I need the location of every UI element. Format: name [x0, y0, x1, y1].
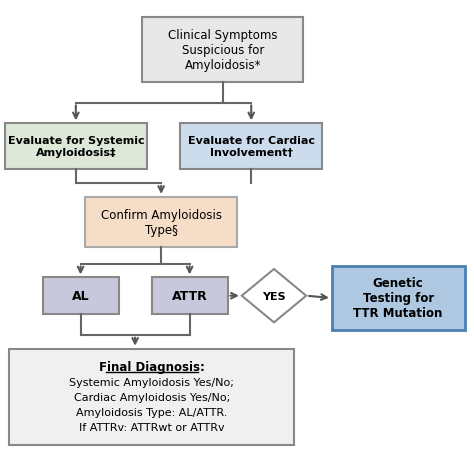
Text: Systemic Amyloidosis Yes/No;: Systemic Amyloidosis Yes/No;: [69, 377, 234, 387]
Text: YES: YES: [262, 291, 286, 301]
Text: Genetic
Testing for
TTR Mutation: Genetic Testing for TTR Mutation: [354, 277, 443, 320]
Text: Amyloidosis Type: AL/ATTR.: Amyloidosis Type: AL/ATTR.: [76, 407, 228, 417]
Text: Final Diagnosis:: Final Diagnosis:: [99, 360, 205, 373]
Text: If ATTRv: ATTRwt or ATTRv: If ATTRv: ATTRwt or ATTRv: [79, 422, 225, 432]
FancyBboxPatch shape: [5, 124, 147, 170]
Text: Evaluate for Systemic
Amyloidosis‡: Evaluate for Systemic Amyloidosis‡: [8, 136, 144, 157]
Text: Confirm Amyloidosis
Type§: Confirm Amyloidosis Type§: [100, 209, 222, 236]
FancyBboxPatch shape: [9, 349, 294, 445]
Text: AL: AL: [72, 290, 90, 302]
Text: Cardiac Amyloidosis Yes/No;: Cardiac Amyloidosis Yes/No;: [73, 392, 230, 402]
FancyBboxPatch shape: [85, 197, 237, 248]
FancyBboxPatch shape: [142, 18, 303, 83]
FancyBboxPatch shape: [180, 124, 322, 170]
FancyBboxPatch shape: [43, 278, 118, 314]
Polygon shape: [242, 269, 306, 323]
Text: ATTR: ATTR: [172, 290, 208, 302]
FancyBboxPatch shape: [332, 266, 465, 330]
Text: Clinical Symptoms
Suspicious for
Amyloidosis*: Clinical Symptoms Suspicious for Amyloid…: [168, 29, 278, 72]
Text: Evaluate for Cardiac
Involvement†: Evaluate for Cardiac Involvement†: [188, 136, 315, 157]
FancyBboxPatch shape: [152, 278, 228, 314]
